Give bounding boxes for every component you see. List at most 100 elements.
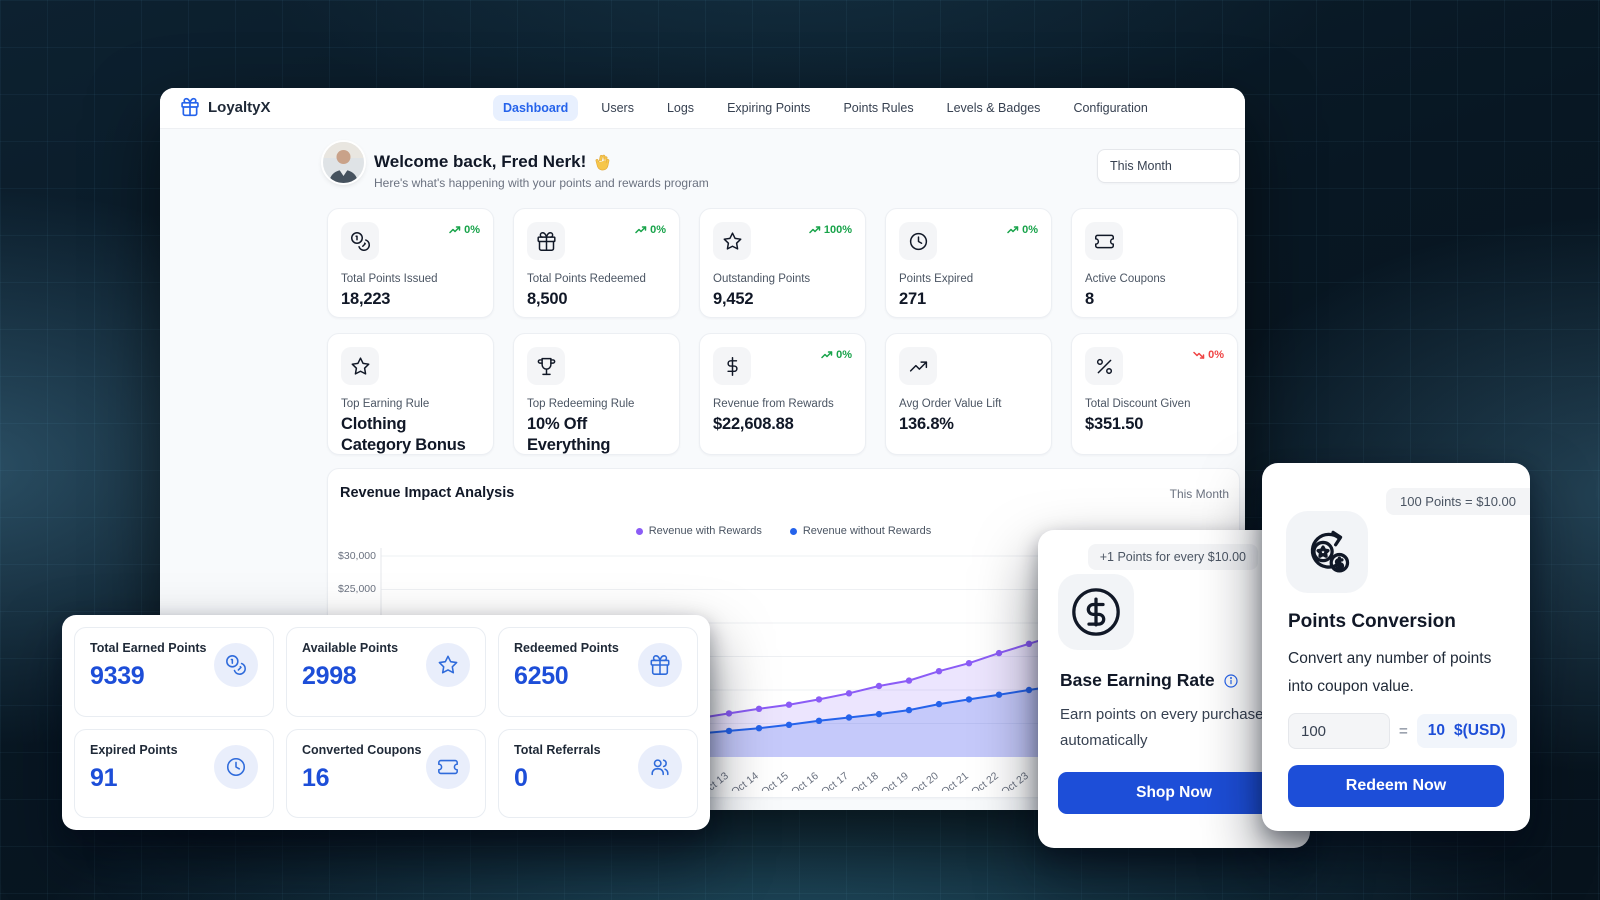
percent-icon (1085, 347, 1123, 385)
app-logo[interactable]: LoyaltyX (180, 97, 271, 117)
y-axis-tick: $25,000 (338, 583, 376, 596)
svg-text:Oct 15: Oct 15 (759, 770, 791, 791)
tab-users[interactable]: Users (591, 95, 644, 121)
users-icon (638, 744, 682, 789)
tab-logs[interactable]: Logs (657, 95, 704, 121)
gift-icon (527, 222, 565, 260)
stat-value: 136.8% (899, 415, 954, 433)
trend-badge: 0% (1007, 224, 1038, 236)
stat-label: Total Points Redeemed (527, 273, 646, 285)
summary-label: Total Earned Points (90, 641, 207, 655)
tab-levels-badges[interactable]: Levels & Badges (937, 95, 1051, 121)
svg-text:Oct 16: Oct 16 (789, 770, 821, 791)
conversion-card-description: Convert any number of points into coupon… (1288, 650, 1492, 695)
welcome-heading: Welcome back, Fred Nerk! (374, 152, 611, 172)
stat-card-top-earning-rule: Top Earning Rule Clothing Category Bonus (327, 333, 494, 455)
stat-label: Total Points Issued (341, 273, 438, 285)
summary-value: 2998 (302, 662, 357, 690)
summary-label: Total Referrals (514, 742, 601, 757)
chart-legend: Revenue with Rewards Revenue without Rew… (328, 525, 1239, 537)
coins-icon (214, 643, 258, 687)
points-amount-input[interactable] (1288, 713, 1390, 749)
stat-label: Revenue from Rewards (713, 398, 834, 410)
summary-label: Expired Points (90, 742, 178, 757)
gift-logo-icon (180, 97, 200, 117)
chart-period-filter[interactable]: This Month (1169, 487, 1229, 501)
svg-text:Oct 23: Oct 23 (999, 770, 1031, 791)
gift-icon (638, 643, 682, 687)
stat-value: 9,452 (713, 290, 754, 308)
info-icon[interactable] (1223, 673, 1239, 689)
earning-rate-badge: +1 Points for every $10.00 (1087, 544, 1258, 570)
trend-badge: 0% (1193, 349, 1224, 361)
period-dropdown-value: This Month (1110, 159, 1172, 173)
circle-dollar-icon (1058, 574, 1134, 650)
points-summary-panel: Total Earned Points 9339 Available Point… (62, 615, 710, 830)
summary-value: 91 (90, 763, 118, 792)
trophy-icon (527, 347, 565, 385)
conversion-result-value: 10 (1427, 722, 1446, 739)
trending-up-icon (899, 347, 937, 385)
legend-dot-purple (635, 527, 643, 535)
tab-dashboard[interactable]: Dashboard (493, 95, 579, 121)
svg-text:Oct 22: Oct 22 (969, 770, 1001, 791)
trend-badge: 0% (635, 224, 666, 236)
stat-card-total-discount-given: 0% Total Discount Given $351.50 (1071, 333, 1238, 455)
nav-tabs: Dashboard Users Logs Expiring Points Poi… (493, 95, 1158, 121)
stat-value: 18,223 (341, 290, 391, 308)
star-icon (426, 643, 470, 687)
stat-card-total-points-redeemed: 0% Total Points Redeemed 8,500 (513, 208, 680, 318)
stat-label: Top Redeeming Rule (527, 398, 635, 410)
conversion-result: 10 $(USD) (1416, 714, 1517, 748)
summary-label: Redeemed Points (514, 641, 619, 655)
ticket-icon (1085, 222, 1123, 260)
trend-up-icon (809, 226, 821, 234)
svg-text:Oct 14: Oct 14 (729, 770, 761, 791)
stat-label: Active Coupons (1085, 273, 1166, 285)
y-axis-tick: $30,000 (338, 549, 376, 562)
stat-value: 8,500 (527, 290, 568, 308)
summary-card-expired-points: Expired Points 91 (74, 728, 274, 818)
trend-badge: 0% (821, 349, 852, 361)
stat-card-total-points-issued: 0% Total Points Issued 18,223 (327, 208, 494, 318)
tab-configuration[interactable]: Configuration (1063, 95, 1157, 121)
shop-now-button[interactable]: Shop Now (1058, 772, 1290, 814)
equals-sign: = (1399, 722, 1408, 740)
period-dropdown[interactable]: This Month (1097, 149, 1240, 183)
summary-card-total-earned-points: Total Earned Points 9339 (74, 627, 274, 717)
svg-text:Oct 18: Oct 18 (849, 770, 881, 791)
summary-card-total-referrals: Total Referrals 0 (498, 728, 698, 818)
stat-value: Clothing Category Bonus (341, 415, 466, 454)
svg-text:Oct 21: Oct 21 (939, 770, 971, 791)
conversion-card-title: Points Conversion (1288, 611, 1456, 632)
conversion-rate-badge: 100 Points = $10.00 (1385, 488, 1530, 515)
svg-text:Oct 20: Oct 20 (909, 770, 941, 791)
stat-label: Points Expired (899, 273, 974, 285)
summary-value: 6250 (514, 662, 569, 690)
stat-card-outstanding-points: 100% Outstanding Points 9,452 (699, 208, 866, 318)
star-icon (713, 222, 751, 260)
points-conversion-icon (1286, 511, 1368, 593)
loyaltyx-app-window: LoyaltyX Dashboard Users Logs Expiring P… (160, 88, 1245, 810)
stat-card-avg-order-value-lift: Avg Order Value Lift 136.8% (885, 333, 1052, 455)
trend-up-icon (1007, 226, 1019, 234)
tab-expiring-points[interactable]: Expiring Points (717, 95, 820, 121)
tab-points-rules[interactable]: Points Rules (833, 95, 923, 121)
redeem-now-button[interactable]: Redeem Now (1288, 765, 1504, 807)
stat-value: $351.50 (1085, 415, 1144, 433)
legend-dot-blue (789, 527, 797, 535)
summary-value: 9339 (90, 662, 145, 690)
trend-down-icon (1193, 351, 1205, 359)
stat-value: 8 (1085, 290, 1094, 308)
summary-card-redeemed-points: Redeemed Points 6250 (498, 627, 698, 717)
stat-value: 271 (899, 290, 926, 308)
summary-card-converted-coupons: Converted Coupons 16 (286, 728, 486, 818)
welcome-subtitle: Here's what's happening with your points… (374, 176, 709, 190)
summary-value: 16 (302, 763, 330, 792)
stat-label: Avg Order Value Lift (899, 398, 1002, 410)
welcome-title-text: Welcome back, Fred Nerk! (374, 152, 587, 171)
coins-icon (341, 222, 379, 260)
waving-hand-icon (593, 153, 611, 171)
trend-badge: 100% (809, 224, 852, 236)
